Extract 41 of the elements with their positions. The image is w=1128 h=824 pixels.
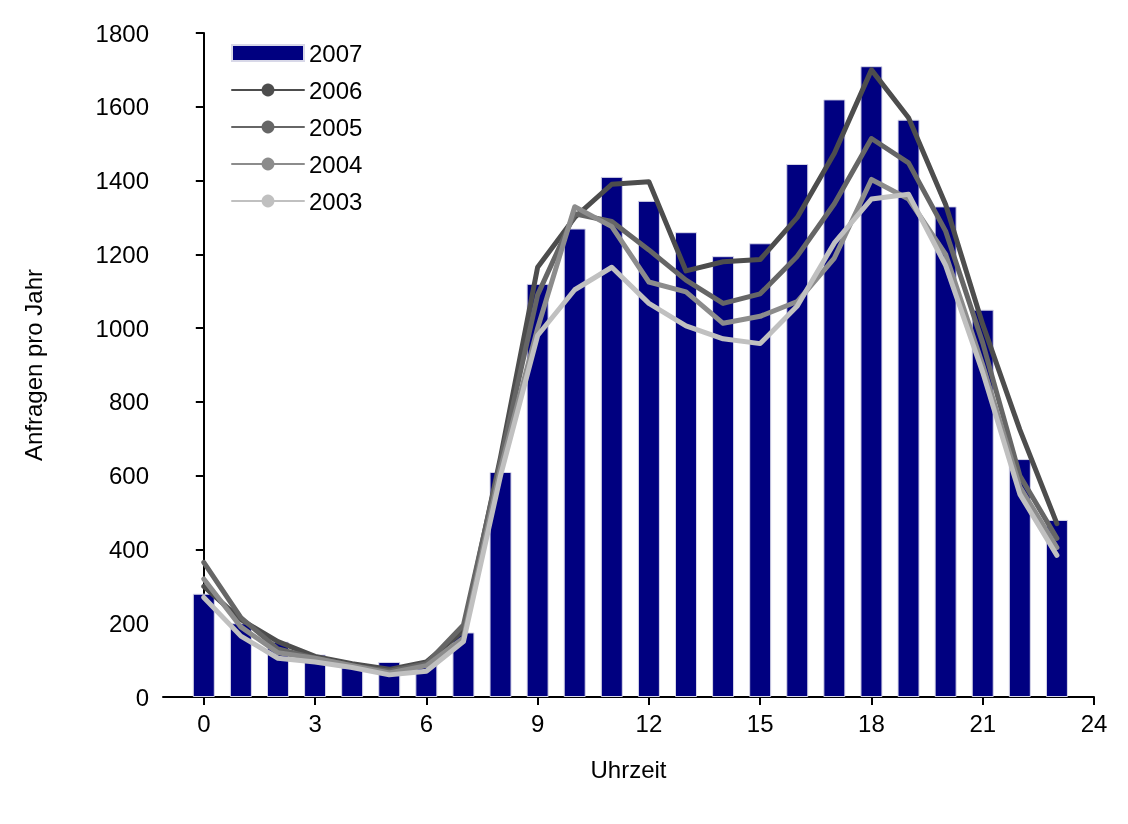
bar <box>563 228 586 697</box>
x-tick-label: 21 <box>969 709 997 737</box>
x-tick-label: 15 <box>746 709 774 737</box>
y-tick-label: 0 <box>135 683 149 711</box>
bar <box>674 232 697 697</box>
y-tick-label: 1600 <box>95 93 149 121</box>
legend-label: 2005 <box>309 113 363 141</box>
y-tick-label: 200 <box>108 609 149 637</box>
bar <box>489 471 512 697</box>
legend-label: 2006 <box>309 76 363 104</box>
bar <box>897 119 920 697</box>
y-tick-label: 400 <box>108 535 149 563</box>
bar <box>749 243 772 697</box>
bar <box>192 593 215 697</box>
bar <box>712 256 735 697</box>
x-tick-label: 0 <box>197 709 211 737</box>
bar <box>934 206 957 697</box>
bar <box>637 200 660 697</box>
bar <box>341 667 364 697</box>
bar <box>823 99 846 697</box>
x-tick-label: 6 <box>419 709 434 737</box>
y-tick-label: 600 <box>108 462 149 490</box>
x-tick-label: 18 <box>858 709 885 737</box>
y-tick-label: 1000 <box>95 314 149 342</box>
legend-label: 2007 <box>309 39 363 67</box>
x-tick-label: 12 <box>635 709 663 737</box>
y-axis-title: Anfragen pro Jahr <box>19 268 47 462</box>
x-tick-label: 9 <box>530 709 545 737</box>
bar <box>786 163 809 697</box>
bar <box>1045 519 1068 697</box>
y-tick-label: 1400 <box>95 167 149 195</box>
bar <box>860 66 883 697</box>
bar <box>600 176 623 697</box>
x-tick-label: 24 <box>1080 709 1108 737</box>
x-tick-label: 3 <box>308 709 322 737</box>
y-tick-label: 800 <box>108 388 149 416</box>
x-axis-title: Uhrzeit <box>590 755 667 783</box>
y-tick-label: 1200 <box>95 240 149 268</box>
legend-label: 2003 <box>309 187 363 215</box>
legend-label: 2004 <box>309 150 363 178</box>
y-tick-label: 1800 <box>95 19 149 47</box>
